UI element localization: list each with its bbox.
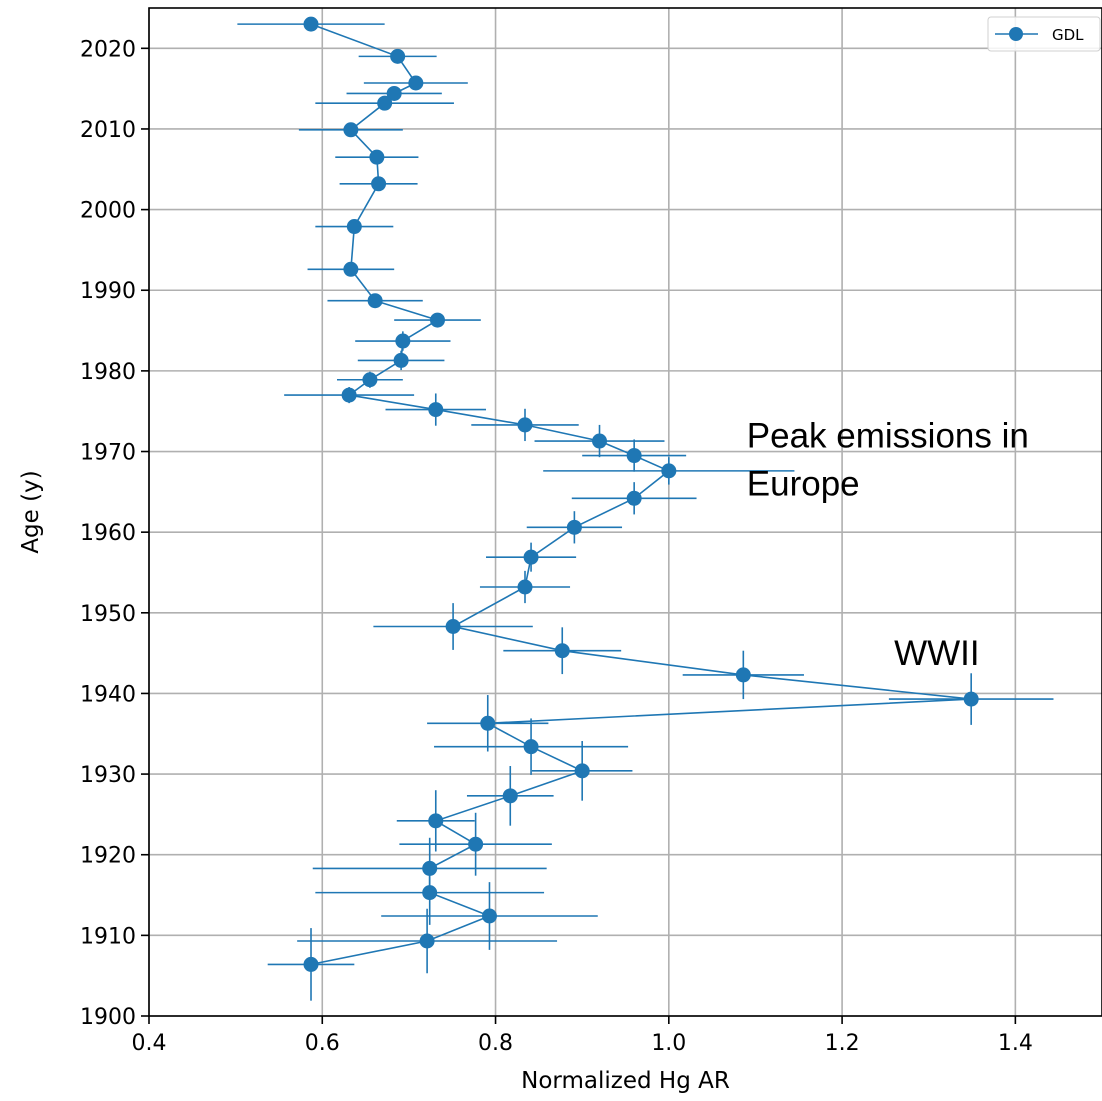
- x-tick-label: 0.6: [305, 1031, 340, 1056]
- legend-marker-icon: [1009, 27, 1023, 41]
- y-tick-label: 1990: [80, 279, 136, 304]
- y-tick-label: 1960: [80, 521, 136, 546]
- annotation-line: Europe: [747, 464, 860, 503]
- data-point: [523, 739, 539, 755]
- x-tick-label: 1.0: [651, 1031, 686, 1056]
- x-tick-label: 0.8: [478, 1031, 513, 1056]
- y-tick-label: 2020: [80, 37, 136, 62]
- y-axis-ticks: 1900 1910 1920 1930 1940 1950 1960 1970 1980 1990…: [80, 37, 149, 1030]
- y-tick-label: 1900: [80, 1005, 136, 1030]
- x-tick-label: 1.4: [998, 1031, 1033, 1056]
- data-point: [661, 463, 677, 479]
- data-point: [303, 956, 319, 972]
- data-point: [343, 122, 359, 138]
- annotation-line: Peak emissions in: [747, 416, 1029, 455]
- data-point: [445, 619, 461, 635]
- y-tick-label: 1980: [80, 360, 136, 385]
- data-point: [554, 643, 570, 659]
- data-point: [574, 763, 590, 779]
- data-point: [362, 372, 378, 388]
- data-point: [523, 549, 539, 565]
- data-point: [592, 433, 608, 449]
- y-axis-label: Age (y): [18, 470, 44, 553]
- data-point: [341, 387, 357, 403]
- data-point: [963, 691, 979, 707]
- data-point: [390, 48, 406, 64]
- y-tick-label: 2010: [80, 118, 136, 143]
- y-tick-label: 1920: [80, 844, 136, 869]
- data-point: [429, 312, 445, 328]
- legend-box: [987, 16, 1101, 52]
- data-point: [468, 836, 484, 852]
- x-axis-ticks: 0.4 0.6 0.8 1.0 1.2 1.4: [132, 1016, 1033, 1056]
- data-point: [303, 16, 319, 32]
- annotations: Peak emissions in Europe WWII: [747, 416, 1029, 673]
- data-series-gdl: [237, 16, 1054, 1001]
- y-tick-label: 1930: [80, 763, 136, 788]
- data-point: [367, 293, 383, 309]
- data-point: [481, 908, 497, 924]
- data-point: [517, 579, 533, 595]
- annotation-text: Peak emissions in Europe: [747, 416, 1029, 503]
- data-point: [428, 813, 444, 829]
- data-point: [395, 333, 411, 349]
- data-point: [422, 860, 438, 876]
- data-point: [346, 219, 362, 235]
- data-point: [377, 95, 393, 111]
- data-point: [735, 667, 751, 683]
- data-point: [386, 85, 402, 101]
- data-point: [626, 490, 642, 506]
- data-point: [422, 885, 438, 901]
- legend-label: GDL: [1052, 26, 1084, 44]
- plot-frame: [148, 7, 1102, 1017]
- data-point: [566, 519, 582, 535]
- data-point: [480, 715, 496, 731]
- y-tick-label: 1940: [80, 682, 136, 707]
- data-point: [502, 788, 518, 804]
- data-point: [517, 417, 533, 433]
- y-tick-label: 2000: [80, 199, 136, 224]
- annotation-line: WWII: [894, 634, 980, 673]
- series-line: [310, 23, 972, 966]
- data-point: [626, 448, 642, 464]
- data-point: [371, 176, 387, 192]
- x-axis-label: Normalized Hg AR: [521, 1068, 730, 1094]
- y-tick-label: 1950: [80, 602, 136, 627]
- x-tick-label: 1.2: [825, 1031, 860, 1056]
- data-point: [428, 402, 444, 418]
- x-tick-label: 0.4: [132, 1031, 167, 1056]
- data-point: [343, 261, 359, 277]
- grid-lines: [148, 8, 1102, 1017]
- y-tick-label: 1970: [80, 441, 136, 466]
- data-point: [419, 933, 435, 949]
- data-markers: [303, 16, 979, 972]
- y-tick-label: 1910: [80, 924, 136, 949]
- data-point: [408, 75, 424, 91]
- annotation-text: WWII: [894, 634, 980, 673]
- data-point: [393, 352, 409, 368]
- data-point: [369, 149, 385, 165]
- legend: GDL: [987, 16, 1101, 52]
